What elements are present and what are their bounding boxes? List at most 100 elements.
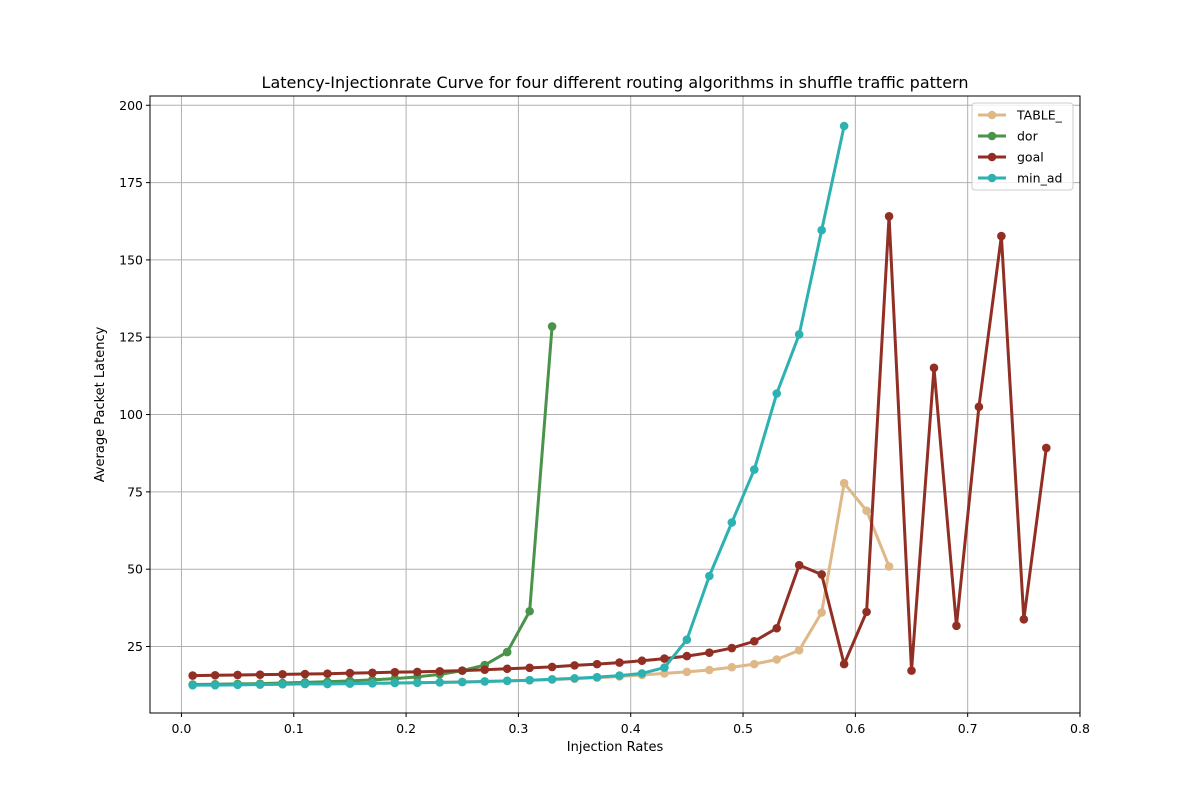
data-point bbox=[682, 635, 692, 644]
data-point bbox=[502, 664, 512, 674]
data-point bbox=[188, 680, 197, 690]
series-line bbox=[192, 326, 554, 687]
data-point bbox=[794, 330, 804, 339]
data-point bbox=[413, 667, 422, 677]
data-point bbox=[929, 363, 939, 373]
series-goal bbox=[188, 212, 1051, 680]
legend-swatch-marker bbox=[987, 131, 997, 141]
data-point bbox=[817, 570, 826, 579]
data-point bbox=[884, 212, 894, 221]
data-point bbox=[974, 402, 984, 412]
data-point bbox=[727, 518, 737, 527]
data-point bbox=[615, 671, 624, 680]
data-point bbox=[413, 678, 422, 687]
x-tick-label: 0.8 bbox=[1070, 721, 1090, 736]
data-point bbox=[480, 665, 490, 674]
legend-item: min_ad bbox=[978, 171, 1062, 186]
data-point bbox=[615, 658, 624, 667]
data-point bbox=[368, 668, 377, 678]
data-point bbox=[682, 667, 692, 677]
y-tick-label: 175 bbox=[119, 175, 143, 190]
legend-item: dor bbox=[978, 129, 1039, 144]
data-point bbox=[839, 659, 849, 669]
legend-label: goal bbox=[1017, 150, 1044, 165]
data-point bbox=[727, 662, 737, 672]
data-point bbox=[547, 662, 557, 672]
data-point bbox=[727, 643, 737, 653]
data-point bbox=[749, 465, 759, 474]
x-axis-label: Injection Rates bbox=[567, 740, 664, 755]
data-point bbox=[390, 667, 400, 677]
data-point bbox=[255, 680, 265, 689]
x-tick-label: 0.4 bbox=[621, 721, 641, 736]
plot-frame bbox=[149, 95, 1081, 714]
x-tick-label: 0.7 bbox=[958, 721, 978, 736]
series-min_ad bbox=[188, 121, 849, 690]
y-axis-label: Average Packet Latency bbox=[93, 326, 108, 482]
data-point bbox=[660, 654, 669, 663]
data-point bbox=[300, 679, 310, 689]
series-dor bbox=[188, 322, 557, 689]
x-tick-label: 0.5 bbox=[733, 721, 753, 736]
x-tick-label: 0.1 bbox=[284, 721, 304, 736]
data-point bbox=[525, 663, 534, 673]
legend-label: TABLE_ bbox=[1016, 108, 1063, 123]
data-point bbox=[682, 651, 692, 661]
data-point bbox=[435, 666, 445, 676]
data-point bbox=[705, 648, 714, 657]
data-point bbox=[772, 623, 782, 633]
data-point bbox=[323, 679, 332, 689]
y-tick-label: 125 bbox=[119, 330, 143, 345]
data-point bbox=[952, 621, 961, 631]
data-point bbox=[233, 680, 242, 690]
data-point bbox=[884, 562, 894, 571]
y-tick-label: 25 bbox=[127, 639, 143, 654]
legend-swatch-marker bbox=[987, 110, 997, 120]
data-point bbox=[255, 670, 265, 679]
x-tick-label: 0.2 bbox=[396, 721, 416, 736]
data-point bbox=[278, 670, 287, 679]
data-point bbox=[862, 506, 871, 516]
series-line bbox=[192, 214, 1048, 678]
legend: TABLE_dor goal min_ad bbox=[971, 102, 1074, 191]
data-point bbox=[188, 671, 197, 680]
data-point bbox=[547, 674, 557, 684]
data-point bbox=[547, 322, 557, 331]
data-point bbox=[345, 668, 355, 678]
data-point bbox=[997, 231, 1006, 241]
legend-swatch-marker bbox=[987, 173, 997, 183]
x-tick-label: 0.0 bbox=[172, 721, 192, 736]
data-point bbox=[1042, 443, 1051, 453]
data-point bbox=[435, 678, 445, 687]
data-point bbox=[457, 677, 467, 687]
data-point bbox=[525, 675, 534, 685]
data-point bbox=[772, 389, 782, 398]
series-line bbox=[192, 481, 891, 687]
data-point bbox=[705, 571, 714, 581]
legend-item: goal bbox=[978, 150, 1044, 165]
y-tick-label: 150 bbox=[119, 252, 143, 267]
data-point bbox=[794, 645, 804, 655]
y-tick-label: 75 bbox=[127, 484, 143, 499]
legend-label: dor bbox=[1017, 129, 1039, 144]
data-point bbox=[592, 672, 602, 682]
data-point bbox=[1019, 614, 1029, 624]
data-point bbox=[705, 665, 714, 675]
data-point bbox=[637, 669, 647, 678]
data-point bbox=[637, 656, 647, 666]
data-point bbox=[502, 676, 512, 686]
legend-swatch-marker bbox=[987, 152, 997, 162]
data-point bbox=[839, 478, 849, 488]
data-point bbox=[457, 666, 467, 675]
y-tick-label: 100 bbox=[119, 407, 143, 422]
grid bbox=[150, 96, 1081, 713]
legend-box bbox=[971, 102, 1074, 191]
data-point bbox=[592, 659, 602, 669]
data-point bbox=[794, 560, 804, 570]
data-point bbox=[907, 666, 916, 675]
data-point bbox=[817, 225, 826, 235]
data-point bbox=[480, 677, 490, 686]
data-point bbox=[368, 679, 377, 688]
x-tick-label: 0.6 bbox=[845, 721, 865, 736]
